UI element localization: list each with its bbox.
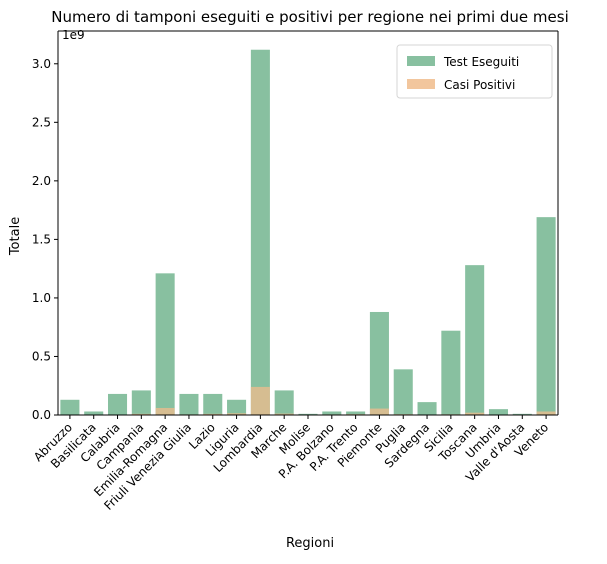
- bar-test-8: [251, 50, 270, 415]
- y-tick-label-3: 1.5: [32, 232, 51, 246]
- bar-test-7: [227, 400, 246, 415]
- y-tick-label-1: 0.5: [32, 349, 51, 363]
- y-tick-label-2: 1.0: [32, 291, 51, 305]
- bar-test-4: [156, 273, 175, 415]
- bar-test-5: [179, 394, 198, 415]
- series-test-eseguiti: [60, 50, 555, 415]
- bar-test-2: [108, 394, 127, 415]
- y-tick-label-0: 0.0: [32, 408, 51, 422]
- bar-test-1: [84, 411, 103, 415]
- legend-swatch-test: [407, 56, 435, 66]
- bar-test-6: [203, 394, 222, 415]
- bar-positivi-20: [537, 411, 556, 415]
- bar-test-0: [60, 400, 79, 415]
- bar-test-3: [132, 390, 151, 415]
- bar-test-9: [275, 390, 294, 415]
- y-tick-label-6: 3.0: [32, 57, 51, 71]
- chart-title: Numero di tamponi eseguiti e positivi pe…: [51, 8, 569, 26]
- bar-test-20: [537, 217, 556, 415]
- bar-positivi-4: [156, 408, 175, 415]
- bar-positivi-8: [251, 387, 270, 415]
- y-axis-ticks: 0.0 0.5 1.0 1.5 2.0 2.5 3.0: [32, 57, 58, 422]
- bar-test-15: [418, 402, 437, 415]
- legend-label-test: Test Eseguiti: [443, 55, 519, 69]
- bar-test-18: [489, 409, 508, 415]
- legend: Test Eseguiti Casi Positivi: [397, 45, 552, 98]
- x-axis-ticks: AbruzzoBasilicataCalabriaCampaniaEmilia-…: [31, 415, 551, 513]
- bar-positivi-13: [370, 409, 389, 415]
- y-axis-offset-label: 1e9: [62, 28, 85, 42]
- x-axis-label: Regioni: [286, 536, 334, 551]
- y-tick-label-4: 2.0: [32, 174, 51, 188]
- bar-test-17: [465, 265, 484, 415]
- bar-test-14: [394, 369, 413, 415]
- legend-label-positivi: Casi Positivi: [444, 78, 515, 92]
- bar-test-16: [441, 331, 460, 415]
- y-axis-label: Totale: [8, 217, 23, 256]
- legend-swatch-positivi: [407, 79, 435, 89]
- y-tick-label-5: 2.5: [32, 115, 51, 129]
- bar-test-13: [370, 312, 389, 415]
